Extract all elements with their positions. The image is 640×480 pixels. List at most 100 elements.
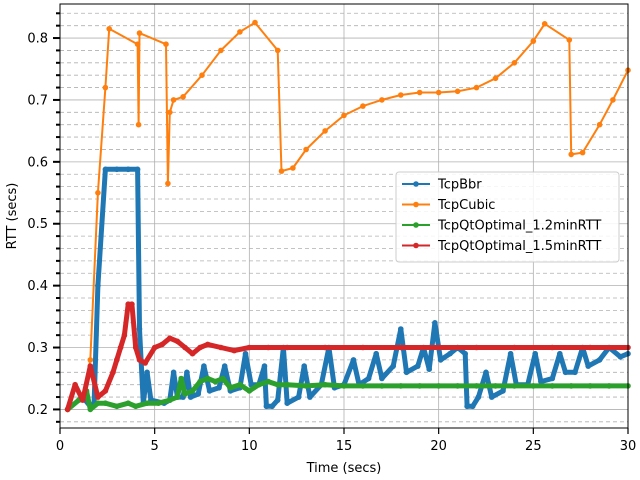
data-point-tcpqtoptimal-1-2minrtt [182,391,188,397]
data-point-tcpqtoptimal-1-2minrtt [398,383,404,389]
data-point-tcpbbr [350,357,357,363]
legend-marker [413,242,419,249]
y-tick-label: 0.6 [27,155,48,170]
data-point-tcpcubic [237,29,243,35]
data-point-tcpqtoptimal-1-2minrtt [125,400,131,407]
data-point-tcpcubic [416,89,423,96]
data-point-tcpbbr [170,369,177,376]
x-tick-label: 15 [336,439,353,454]
legend-label: TcpBbr [437,178,482,193]
data-point-tcpcubic [596,121,603,128]
data-point-tcpqtoptimal-1-2minrtt [87,406,94,413]
data-point-tcpbbr [365,375,372,382]
x-tick-label: 30 [620,439,637,454]
data-point-tcpbbr [488,394,495,400]
data-point-tcpcubic [136,30,143,36]
data-point-tcpbbr [390,363,397,369]
data-point-tcpqtoptimal-1-5minrtt [117,344,124,351]
data-point-tcpbbr [572,369,578,376]
data-point-tcpbbr [284,400,291,407]
legend-label: TcpCubic [437,198,495,213]
data-point-tcpcubic [541,21,548,27]
x-tick-label: 25 [525,439,542,454]
data-point-tcpqtoptimal-1-2minrtt [492,383,499,389]
data-point-tcpbbr [483,369,489,376]
data-point-tcpcubic [252,19,258,26]
data-point-tcpqtoptimal-1-2minrtt [322,381,328,388]
data-point-tcpqtoptimal-1-2minrtt [473,383,480,389]
data-point-tcpqtoptimal-1-5minrtt [174,338,181,345]
data-point-tcpbbr [274,397,281,403]
y-axis-label: RTT (secs) [5,183,20,250]
data-point-tcpqtoptimal-1-2minrtt [197,378,203,385]
data-point-tcpbbr [462,350,469,357]
data-point-tcpqtoptimal-1-2minrtt [454,383,461,389]
data-point-tcpbbr [437,357,444,363]
data-point-tcpqtoptimal-1-5minrtt [142,360,148,366]
data-point-tcpqtoptimal-1-2minrtt [511,383,518,389]
x-tick-label: 5 [151,439,159,454]
data-point-tcpcubic [135,121,142,128]
data-point-tcpbbr [557,350,563,357]
data-point-tcpcubic [106,26,112,32]
data-point-tcpqtoptimal-1-2minrtt [255,381,262,388]
data-point-tcpcubic [492,75,499,82]
data-point-tcpcubic [170,97,177,103]
data-point-tcpqtoptimal-1-2minrtt [246,388,253,394]
data-point-tcpqtoptimal-1-5minrtt [167,335,173,342]
data-point-tcpqtoptimal-1-2minrtt [212,378,219,385]
data-point-tcpqtoptimal-1-2minrtt [132,403,139,410]
data-point-tcpqtoptimal-1-2minrtt [237,381,243,388]
data-point-tcpcubic [199,72,205,78]
data-point-tcpqtoptimal-1-2minrtt [167,397,173,403]
data-point-tcpqtoptimal-1-2minrtt [379,383,385,389]
data-point-tcpqtoptimal-1-5minrtt [197,344,203,351]
data-point-tcpcubic [379,97,385,103]
data-point-tcpqtoptimal-1-5minrtt [218,344,224,351]
data-point-tcpbbr [532,350,538,357]
data-point-tcpbbr [307,394,313,400]
data-point-tcpqtoptimal-1-2minrtt [189,388,196,394]
data-point-tcpqtoptimal-1-5minrtt [322,344,328,351]
data-point-tcpqtoptimal-1-2minrtt [274,381,281,388]
x-tick-label: 20 [430,439,447,454]
data-point-tcpqtoptimal-1-2minrtt [435,383,442,389]
data-point-tcpcubic [95,190,101,196]
data-point-tcpbbr [195,391,201,397]
data-point-tcpbbr [184,369,190,376]
data-point-tcpbbr [144,369,150,376]
data-point-tcpbbr [464,403,470,410]
data-point-tcpqtoptimal-1-5minrtt [435,344,442,351]
data-point-tcpcubic [454,88,461,95]
data-point-tcpbbr [617,354,624,360]
data-point-tcpbbr [507,350,514,357]
data-point-tcpqtoptimal-1-2minrtt [204,375,211,382]
data-point-tcpqtoptimal-1-2minrtt [416,383,423,389]
data-point-tcpqtoptimal-1-5minrtt [360,344,366,351]
data-point-tcpqtoptimal-1-5minrtt [284,344,291,351]
data-point-tcpqtoptimal-1-5minrtt [511,344,518,351]
data-point-tcpqtoptimal-1-2minrtt [587,383,593,389]
data-point-tcpcubic [530,38,537,44]
data-point-tcpcubic [134,41,141,47]
data-point-tcpbbr [114,166,120,173]
data-point-tcpqtoptimal-1-5minrtt [189,350,196,357]
data-point-tcpbbr [469,403,476,410]
y-tick-label: 0.8 [27,32,48,47]
data-point-tcpqtoptimal-1-2minrtt [303,383,309,389]
plot-area [64,19,631,413]
x-axis-label: Time (secs) [306,461,382,476]
data-point-tcpqtoptimal-1-2minrtt [341,383,347,389]
data-point-tcpqtoptimal-1-5minrtt [110,369,116,376]
data-point-tcpbbr [95,282,101,289]
data-point-tcpqtoptimal-1-2minrtt [568,383,574,389]
data-point-tcpqtoptimal-1-5minrtt [265,344,272,351]
data-point-tcpqtoptimal-1-5minrtt [79,397,86,403]
y-tick-label: 0.4 [27,279,48,294]
data-point-tcpcubic [218,47,224,54]
x-tick-label: 10 [241,439,258,454]
data-point-tcpqtoptimal-1-5minrtt [132,344,139,351]
legend-label: TcpQtOptimal_1.2minRTT [437,219,601,234]
data-point-tcpqtoptimal-1-2minrtt [102,400,109,407]
